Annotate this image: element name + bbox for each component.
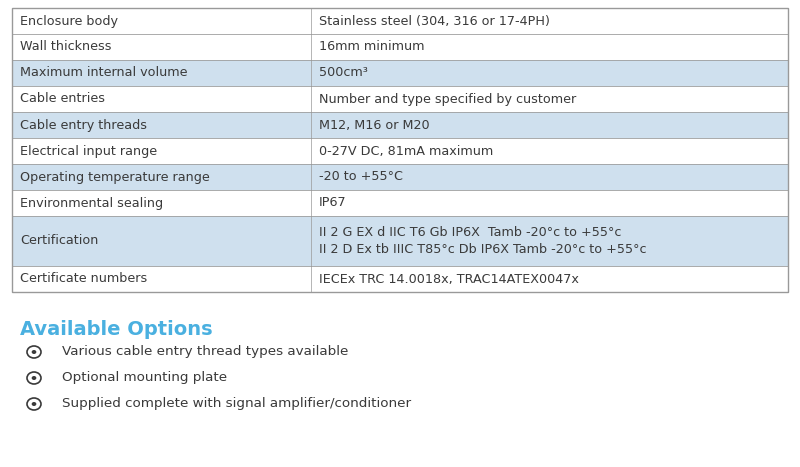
Bar xyxy=(12,216,788,266)
Bar xyxy=(12,138,788,164)
Bar xyxy=(12,190,788,216)
Text: Various cable entry thread types available: Various cable entry thread types availab… xyxy=(62,346,348,359)
Bar xyxy=(12,8,788,34)
Text: Environmental sealing: Environmental sealing xyxy=(20,197,163,210)
Text: Stainless steel (304, 316 or 17-4PH): Stainless steel (304, 316 or 17-4PH) xyxy=(318,14,550,28)
Text: Cable entry threads: Cable entry threads xyxy=(20,119,147,132)
Ellipse shape xyxy=(32,376,36,380)
Bar xyxy=(12,60,788,86)
Text: II 2 G EX d IIC T6 Gb IP6X  Tamb -20°c to +55°c: II 2 G EX d IIC T6 Gb IP6X Tamb -20°c to… xyxy=(318,226,621,239)
Text: 16mm minimum: 16mm minimum xyxy=(318,41,424,54)
Text: Cable entries: Cable entries xyxy=(20,92,105,106)
Bar xyxy=(12,8,788,292)
Text: Certificate numbers: Certificate numbers xyxy=(20,273,147,285)
Text: Electrical input range: Electrical input range xyxy=(20,144,157,157)
Text: Number and type specified by customer: Number and type specified by customer xyxy=(318,92,576,106)
Text: 500cm³: 500cm³ xyxy=(318,66,368,79)
Text: II 2 D Ex tb IIIC T85°c Db IP6X Tamb -20°c to +55°c: II 2 D Ex tb IIIC T85°c Db IP6X Tamb -20… xyxy=(318,243,646,256)
Bar xyxy=(12,112,788,138)
Text: Supplied complete with signal amplifier/conditioner: Supplied complete with signal amplifier/… xyxy=(62,397,411,410)
Bar xyxy=(12,164,788,190)
Text: Operating temperature range: Operating temperature range xyxy=(20,170,210,184)
Text: 0-27V DC, 81mA maximum: 0-27V DC, 81mA maximum xyxy=(318,144,493,157)
Text: Available Options: Available Options xyxy=(20,320,213,339)
Text: IP67: IP67 xyxy=(318,197,346,210)
Text: -20 to +55°C: -20 to +55°C xyxy=(318,170,402,184)
Text: IECEx TRC 14.0018x, TRAC14ATEX0047x: IECEx TRC 14.0018x, TRAC14ATEX0047x xyxy=(318,273,578,285)
Ellipse shape xyxy=(32,402,36,406)
Text: Enclosure body: Enclosure body xyxy=(20,14,118,28)
Bar xyxy=(12,34,788,60)
Text: M12, M16 or M20: M12, M16 or M20 xyxy=(318,119,430,132)
Ellipse shape xyxy=(32,350,36,354)
Text: Certification: Certification xyxy=(20,234,98,248)
Bar xyxy=(12,86,788,112)
Text: Maximum internal volume: Maximum internal volume xyxy=(20,66,187,79)
Text: Optional mounting plate: Optional mounting plate xyxy=(62,372,227,384)
Text: Wall thickness: Wall thickness xyxy=(20,41,111,54)
Bar xyxy=(12,266,788,292)
